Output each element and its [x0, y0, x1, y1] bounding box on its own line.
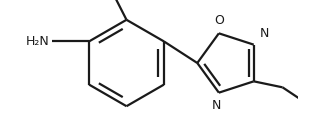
Text: H₂N: H₂N — [26, 35, 50, 48]
Text: O: O — [214, 14, 224, 27]
Text: N: N — [212, 99, 221, 112]
Text: N: N — [260, 27, 269, 40]
